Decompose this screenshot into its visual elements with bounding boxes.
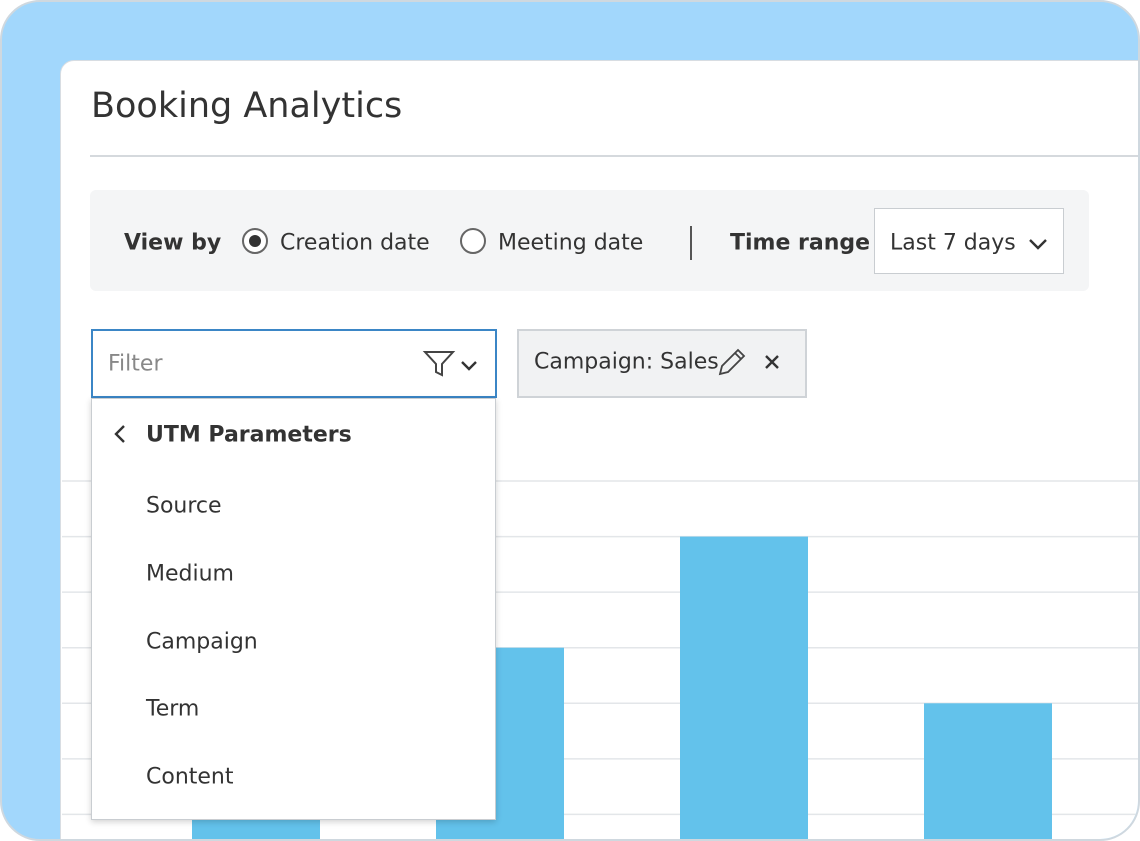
dropdown-item[interactable]: Campaign bbox=[146, 629, 258, 654]
radio-label[interactable]: Meeting date bbox=[498, 230, 644, 256]
radio-button[interactable] bbox=[460, 228, 486, 254]
separator bbox=[690, 226, 692, 260]
bar bbox=[924, 703, 1052, 839]
view-by-label: View by bbox=[124, 230, 222, 256]
dropdown-item[interactable]: Content bbox=[146, 764, 234, 790]
chip-label: Campaign: Sales bbox=[534, 349, 719, 375]
dropdown-item[interactable]: Source bbox=[146, 493, 222, 519]
page-title: Booking Analytics bbox=[91, 86, 403, 126]
radio-label[interactable]: Creation date bbox=[280, 230, 430, 256]
time-range-label: Time range bbox=[730, 230, 871, 256]
dropdown-item[interactable]: Term bbox=[146, 696, 200, 722]
bar bbox=[680, 536, 808, 839]
filter-chip[interactable] bbox=[517, 329, 807, 398]
filter-placeholder: Filter bbox=[108, 351, 163, 377]
dropdown-title[interactable]: UTM Parameters bbox=[146, 422, 352, 448]
dropdown-menu bbox=[91, 398, 496, 820]
time-range-value: Last 7 days bbox=[890, 230, 1016, 256]
dropdown-item[interactable]: Medium bbox=[146, 561, 234, 587]
radio-dot bbox=[249, 235, 261, 247]
divider bbox=[90, 155, 1138, 157]
